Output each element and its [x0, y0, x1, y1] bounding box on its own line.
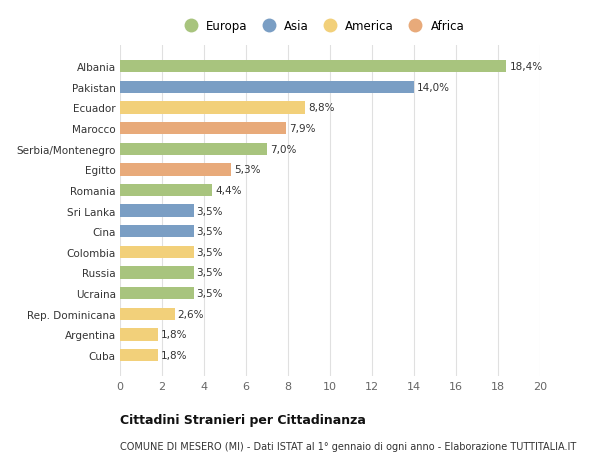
Bar: [120, 287, 193, 300]
Text: 3,5%: 3,5%: [197, 247, 223, 257]
Bar: [120, 82, 414, 94]
Bar: [120, 349, 158, 361]
Text: 3,5%: 3,5%: [197, 268, 223, 278]
Bar: [120, 123, 286, 135]
Bar: [120, 308, 175, 320]
Bar: [120, 225, 193, 238]
Text: Cittadini Stranieri per Cittadinanza: Cittadini Stranieri per Cittadinanza: [120, 413, 366, 426]
Text: 3,5%: 3,5%: [197, 227, 223, 237]
Text: 1,8%: 1,8%: [161, 330, 187, 340]
Text: 2,6%: 2,6%: [178, 309, 204, 319]
Text: COMUNE DI MESERO (MI) - Dati ISTAT al 1° gennaio di ogni anno - Elaborazione TUT: COMUNE DI MESERO (MI) - Dati ISTAT al 1°…: [120, 441, 576, 451]
Text: 8,8%: 8,8%: [308, 103, 334, 113]
Bar: [120, 329, 158, 341]
Bar: [120, 267, 193, 279]
Text: 4,4%: 4,4%: [215, 185, 242, 196]
Bar: [120, 164, 232, 176]
Bar: [120, 205, 193, 217]
Text: 5,3%: 5,3%: [235, 165, 261, 175]
Bar: [120, 143, 267, 156]
Bar: [120, 246, 193, 258]
Legend: Europa, Asia, America, Africa: Europa, Asia, America, Africa: [174, 16, 469, 38]
Text: 18,4%: 18,4%: [509, 62, 542, 72]
Text: 1,8%: 1,8%: [161, 350, 187, 360]
Text: 14,0%: 14,0%: [417, 83, 450, 93]
Text: 3,5%: 3,5%: [197, 288, 223, 298]
Text: 7,0%: 7,0%: [270, 145, 296, 154]
Bar: [120, 185, 212, 197]
Bar: [120, 102, 305, 114]
Text: 3,5%: 3,5%: [197, 206, 223, 216]
Text: 7,9%: 7,9%: [289, 124, 316, 134]
Bar: [120, 61, 506, 73]
